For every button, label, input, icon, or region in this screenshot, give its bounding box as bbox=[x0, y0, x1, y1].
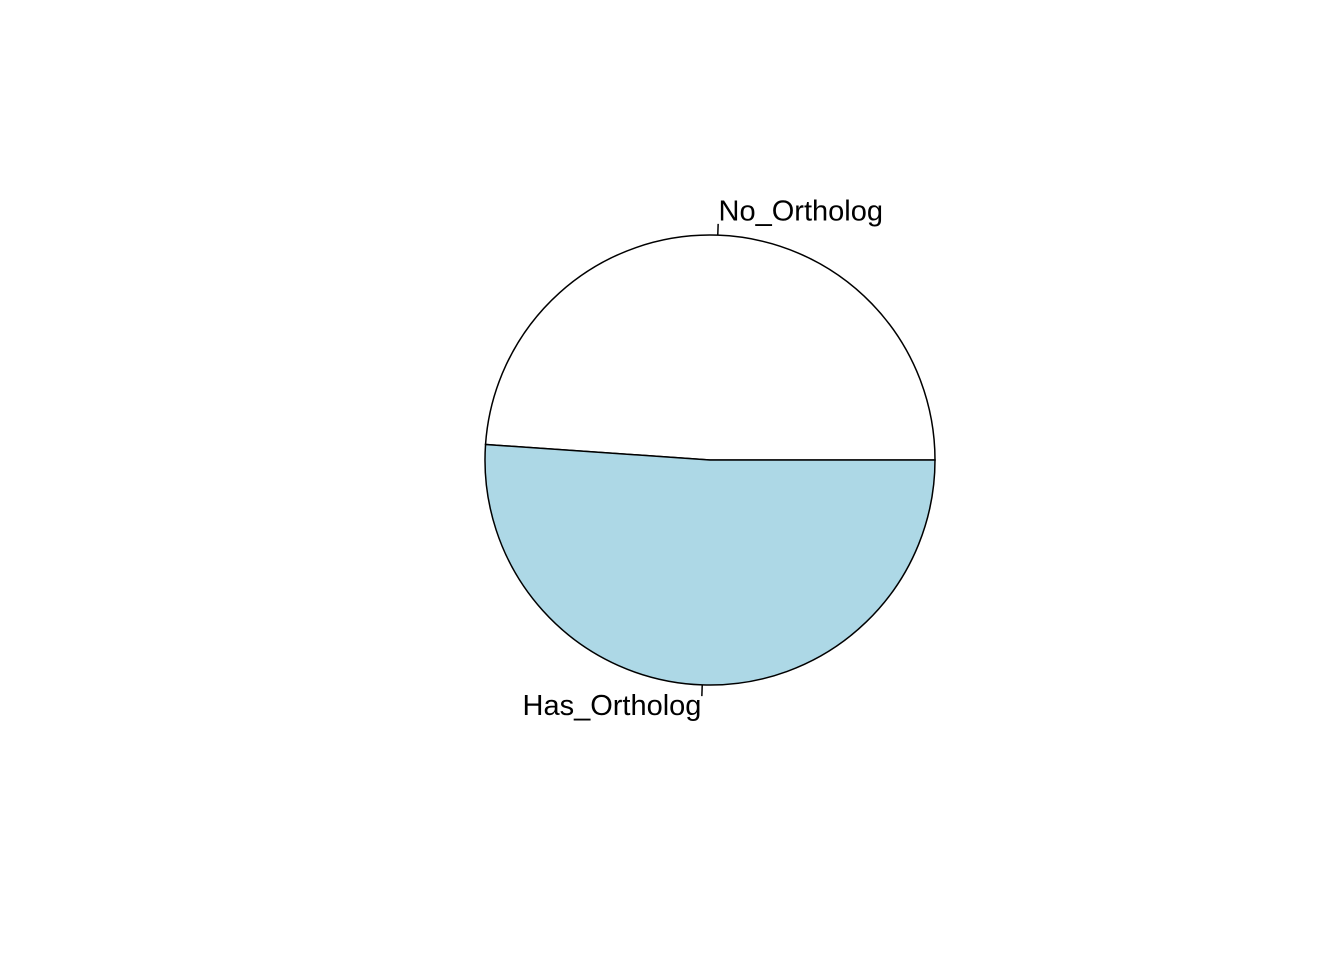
pie-label-no-ortholog: No_Ortholog bbox=[719, 195, 883, 227]
pie-slice-no-ortholog bbox=[484, 234, 936, 461]
pie-slices bbox=[484, 234, 936, 686]
pie-labels: No_Ortholog Has_Ortholog bbox=[523, 195, 883, 722]
pie-slice-has-ortholog bbox=[484, 443, 936, 686]
pie-label-has-ortholog: Has_Ortholog bbox=[523, 690, 702, 722]
